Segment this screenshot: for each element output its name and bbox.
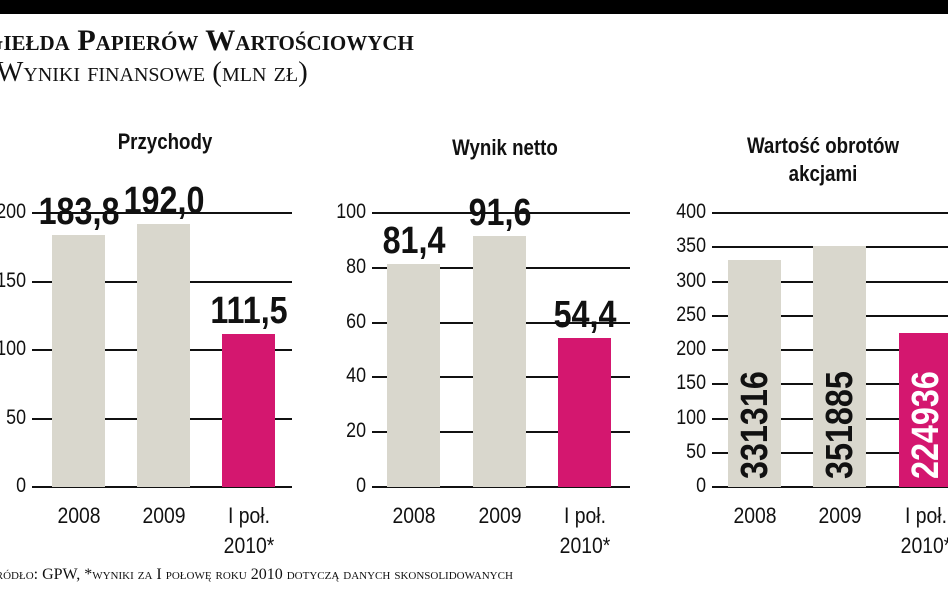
y-tick-label: 0: [356, 474, 366, 497]
value-label: 331316: [733, 371, 776, 479]
y-tick-label: 350: [676, 234, 706, 258]
title: Giełda Papierów Wartościowych: [0, 24, 414, 57]
y-tick-label: 100: [0, 337, 26, 360]
y-tick-label: 80: [346, 254, 366, 278]
y-tick-label: 300: [676, 268, 706, 292]
bar: [813, 245, 866, 487]
bar: [52, 235, 105, 487]
y-tick-label: 100: [336, 200, 366, 223]
x-tick-label: 2009: [477, 503, 522, 528]
x-tick-label: 2008: [391, 503, 436, 528]
bar: [558, 337, 611, 487]
x-tick-label: I poł. 2010*: [559, 503, 610, 558]
bar: [899, 332, 948, 487]
value-label: 81,4: [382, 219, 445, 262]
y-tick-label: 20: [346, 419, 366, 443]
x-tick-label: I poł. 2010*: [223, 503, 274, 558]
y-tick-label: 0: [16, 474, 26, 497]
x-tick-label: 2009: [817, 503, 862, 528]
y-tick-label: 100: [676, 405, 706, 429]
grid-line: [32, 486, 292, 488]
value-label: 192,0: [123, 179, 204, 222]
x-tick-label: 2008: [732, 503, 777, 528]
chart-title: Wartość obrotów akcjami: [746, 133, 900, 186]
x-tick-label: 2009: [141, 503, 186, 528]
y-tick-label: 200: [0, 200, 26, 223]
y-tick-label: 50: [686, 439, 706, 463]
bar: [473, 236, 526, 487]
grid-line: [372, 486, 630, 488]
grid-line: [372, 212, 630, 214]
x-tick-label: 2008: [56, 503, 101, 528]
y-tick-label: 150: [0, 268, 26, 292]
y-tick-label: 50: [6, 405, 26, 429]
bar: [387, 263, 440, 487]
y-tick-label: 40: [346, 364, 366, 388]
bar: [137, 223, 190, 487]
bar: [728, 260, 781, 487]
grid-line: [712, 212, 948, 214]
subtitle: Wyniki finansowe (mln zł): [0, 56, 308, 88]
value-label: 183,8: [38, 191, 119, 234]
value-label: 351885: [818, 371, 861, 479]
value-label: 54,4: [553, 293, 616, 336]
y-tick-label: 0: [696, 474, 706, 497]
bar: [222, 334, 275, 487]
chart-title: Przychody: [117, 129, 213, 154]
y-tick-label: 60: [346, 309, 366, 333]
y-tick-label: 400: [676, 200, 706, 223]
chart-title: Wynik netto: [452, 135, 558, 160]
y-tick-label: 150: [676, 371, 706, 395]
source-note: Źródło: GPW, *wyniki za I połowę roku 20…: [0, 566, 513, 583]
x-tick-label: I poł. 2010*: [900, 503, 948, 558]
y-tick-label: 200: [676, 337, 706, 360]
value-label: 91,6: [468, 192, 531, 235]
value-label: 224936: [904, 371, 947, 479]
value-label: 111,5: [209, 290, 288, 333]
grid-line: [712, 486, 948, 488]
y-tick-label: 250: [676, 302, 706, 326]
top-bar: [0, 0, 948, 14]
grid-line: [32, 212, 292, 214]
